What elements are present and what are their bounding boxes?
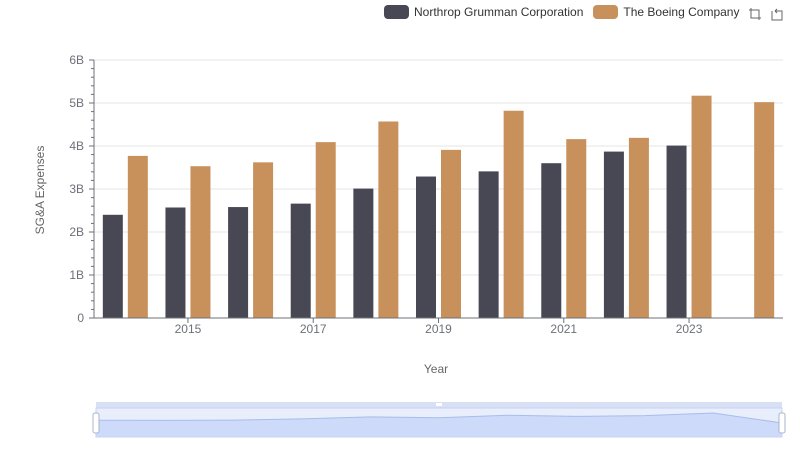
legend-item-boeing[interactable]: The Boeing Company xyxy=(593,5,739,19)
x-tick-label: 2017 xyxy=(300,322,327,336)
y-tick-label: 3B xyxy=(69,182,84,196)
legend: Northrop Grumman Corporation The Boeing … xyxy=(384,3,749,21)
bar-series xyxy=(102,95,775,319)
bar-boeing-2021 xyxy=(566,139,587,318)
y-axis-title: SG&A Expenses xyxy=(33,145,47,235)
x-tick-label: 2023 xyxy=(676,322,703,336)
bar-boeing-2024 xyxy=(754,102,775,318)
bar-northrop-2015 xyxy=(165,207,186,318)
bar-boeing-2023 xyxy=(691,95,712,318)
zoom-icon[interactable] xyxy=(747,6,763,22)
bar-boeing-2019 xyxy=(441,149,461,318)
x-tick-label: 2019 xyxy=(425,322,452,336)
legend-label-northrop: Northrop Grumman Corporation xyxy=(414,5,584,19)
y-tick-label: 1B xyxy=(69,268,84,282)
legend-item-northrop[interactable]: Northrop Grumman Corporation xyxy=(384,5,583,19)
y-tick-label: 0 xyxy=(77,311,84,325)
bar-northrop-2016 xyxy=(228,207,249,318)
bar-northrop-2014 xyxy=(102,214,123,318)
bar-northrop-2022 xyxy=(603,151,624,318)
bar-boeing-2020 xyxy=(503,110,524,319)
x-axis-title: Year xyxy=(423,362,449,376)
y-tick-label: 2B xyxy=(69,225,84,239)
datazoom-grip xyxy=(436,403,442,406)
bar-northrop-2020 xyxy=(478,171,499,318)
legend-swatch-boeing xyxy=(593,5,619,19)
bar-boeing-2017 xyxy=(315,142,336,318)
bar-northrop-2018 xyxy=(353,188,374,318)
datazoom-slider[interactable] xyxy=(92,402,786,438)
datazoom-handle-right[interactable] xyxy=(778,412,786,434)
bar-boeing-2016 xyxy=(253,162,274,318)
legend-label-boeing: The Boeing Company xyxy=(623,5,740,19)
bar-boeing-2022 xyxy=(628,137,649,318)
x-tick-label: 2015 xyxy=(175,322,202,336)
y-tick-label: 6B xyxy=(69,53,84,67)
x-axis: 2015 2017 2019 2021 2023 xyxy=(94,317,783,336)
y-tick-label: 4B xyxy=(69,139,84,153)
y-tick-label: 5B xyxy=(69,96,84,110)
restore-icon[interactable] xyxy=(769,6,785,22)
bar-northrop-2017 xyxy=(290,203,311,318)
legend-swatch-northrop xyxy=(384,5,409,19)
y-axis-ticks: 0 1B 2B 3B 4B 5B 6B xyxy=(69,53,95,325)
bar-northrop-2023 xyxy=(666,145,687,318)
bar-northrop-2019 xyxy=(416,176,436,318)
datazoom-preview-area xyxy=(96,413,782,437)
bar-boeing-2015 xyxy=(190,166,211,318)
datazoom-handle-left[interactable] xyxy=(92,412,100,434)
x-tick-label: 2021 xyxy=(550,322,577,336)
toolbox xyxy=(747,6,791,22)
bar-boeing-2018 xyxy=(378,121,399,319)
bar-boeing-2014 xyxy=(127,155,148,318)
bar-northrop-2021 xyxy=(541,163,562,318)
datazoom-preview-line xyxy=(95,412,783,424)
